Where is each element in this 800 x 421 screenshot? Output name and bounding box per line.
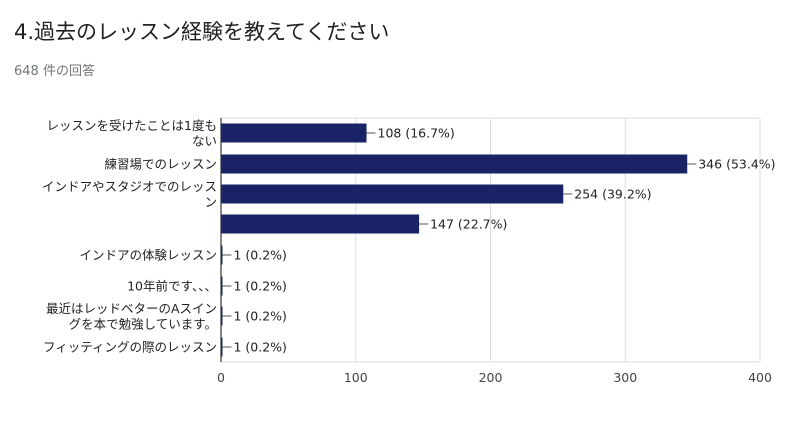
bar bbox=[221, 154, 688, 174]
x-tick-label: 300 bbox=[613, 370, 637, 385]
data-label: 346 (53.4%) bbox=[698, 157, 775, 172]
category-label: 練習場でのレッスン bbox=[104, 157, 217, 172]
category-label: フィッティングの際のレッスン bbox=[43, 340, 217, 355]
data-label: 108 (16.7%) bbox=[378, 126, 455, 141]
bar bbox=[221, 184, 564, 204]
data-label: 147 (22.7%) bbox=[430, 217, 507, 232]
data-label: 1 (0.2%) bbox=[234, 248, 287, 263]
category-label: 10年前です、、、 bbox=[127, 279, 217, 294]
category-label: インドアやスタジオでのレッス bbox=[42, 179, 217, 194]
data-label: 254 (39.2%) bbox=[574, 187, 651, 202]
bar bbox=[221, 276, 223, 296]
category-label: インドアの体験レッスン bbox=[79, 248, 217, 263]
category-label: 最近はレッドベターのAスイン bbox=[46, 301, 217, 316]
labels: 0 100 200 300 400 108 (16.7%) レッスンを受けたことは1度もない… bbox=[42, 118, 776, 385]
grid-lines bbox=[221, 117, 761, 363]
bars bbox=[221, 123, 697, 357]
data-label: 1 (0.2%) bbox=[234, 279, 287, 294]
category-label: ン bbox=[204, 194, 217, 209]
category-label: ない bbox=[192, 133, 217, 148]
bar bbox=[221, 214, 420, 234]
category-label: グを本で勉強しています。 bbox=[69, 316, 217, 331]
x-tick-label: 200 bbox=[479, 370, 503, 385]
category-label: レッスンを受けたことは1度も bbox=[47, 118, 217, 133]
x-tick-label: 100 bbox=[344, 370, 368, 385]
data-label: 1 (0.2%) bbox=[234, 309, 287, 324]
bar bbox=[221, 245, 223, 265]
data-label: 1 (0.2%) bbox=[234, 340, 287, 355]
bar bbox=[221, 337, 223, 357]
x-tick-label: 0 bbox=[217, 370, 225, 385]
response-count: 648 件の回答 bbox=[14, 64, 95, 79]
x-tick-label: 400 bbox=[748, 370, 772, 385]
chart-title: 4.過去のレッスン経験を教えてください bbox=[14, 20, 390, 44]
bar bbox=[221, 123, 367, 143]
bar bbox=[221, 306, 223, 326]
